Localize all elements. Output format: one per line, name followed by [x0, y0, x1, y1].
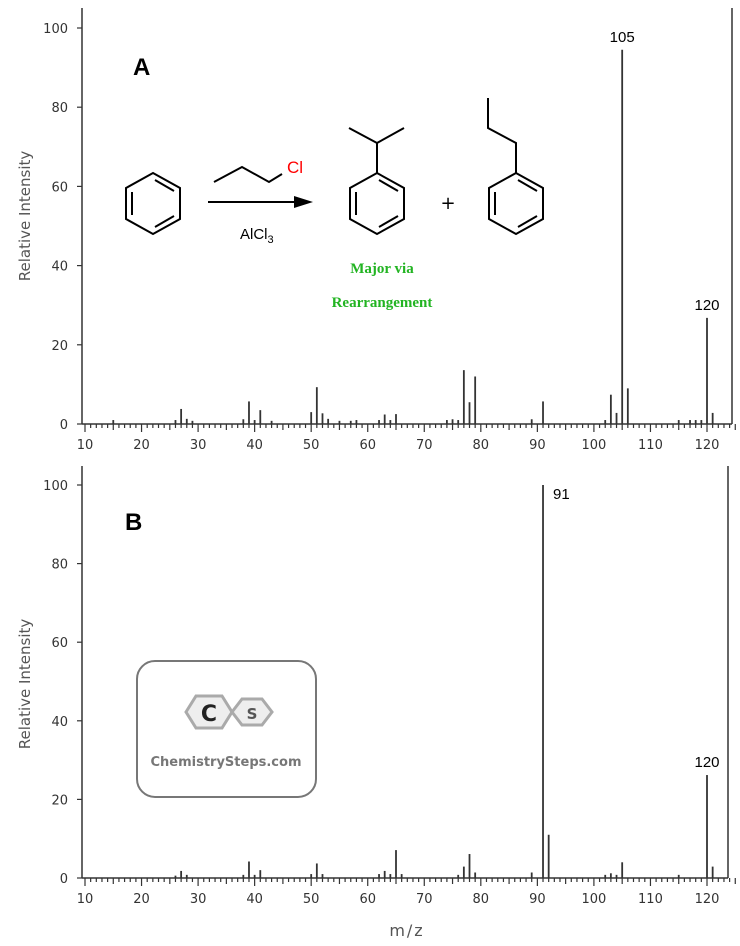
x-tick-label: 10 — [77, 892, 94, 907]
logo-letter-s: S — [247, 705, 258, 723]
x-tick-label: 100 — [581, 892, 606, 907]
peak-label-120: 120 — [694, 754, 719, 771]
y-tick-label: 40 — [51, 715, 68, 730]
chemistrysteps-logo: C S ChemistrySteps.com — [136, 660, 317, 798]
x-tick-label: 10 — [77, 438, 94, 453]
panel-b-label: B — [125, 509, 142, 536]
x-tick-label: 120 — [695, 438, 720, 453]
y-tick-label: 0 — [60, 418, 68, 433]
reaction-arrow — [208, 196, 313, 208]
benzene-structure — [125, 171, 181, 236]
y-tick-label: 100 — [43, 479, 68, 494]
x-tick-label: 50 — [303, 438, 320, 453]
x-tick-label: 20 — [133, 892, 150, 907]
x-tick-label: 70 — [416, 892, 433, 907]
peak-label-91: 91 — [553, 486, 570, 503]
x-tick-label: 20 — [133, 438, 150, 453]
major-product-note-line2: Rearrangement — [332, 295, 433, 311]
x-tick-label: 80 — [473, 892, 490, 907]
x-tick-label: 30 — [190, 438, 207, 453]
x-tick-label: 30 — [190, 892, 207, 907]
x-tick-label: 120 — [695, 892, 720, 907]
logo-text: ChemistrySteps.com — [150, 755, 301, 770]
major-product-note-line1: Major via — [350, 261, 414, 277]
y-tick-label: 60 — [51, 180, 68, 195]
y-tick-label: 20 — [51, 793, 68, 808]
x-tick-label: 90 — [529, 438, 546, 453]
y-tick-label: 80 — [51, 558, 68, 573]
y-axis-label: Relative Intensity — [16, 151, 34, 282]
panel-a-label: A — [133, 54, 150, 81]
y-tick-label: 80 — [51, 101, 68, 116]
y-tick-label: 60 — [51, 636, 68, 651]
x-tick-label: 60 — [359, 892, 376, 907]
x-tick-label: 110 — [638, 438, 663, 453]
y-axis-label: Relative Intensity — [16, 619, 34, 750]
x-tick-label: 70 — [416, 438, 433, 453]
logo-letter-c: C — [201, 702, 217, 727]
chlorine-atom: Cl — [287, 158, 303, 177]
peak-label-120: 120 — [694, 297, 719, 314]
propylbenzene-structure — [487, 98, 544, 236]
x-tick-label: 110 — [638, 892, 663, 907]
x-tick-label: 50 — [303, 892, 320, 907]
x-tick-label: 90 — [529, 892, 546, 907]
propyl-chloride-structure: Cl — [213, 158, 303, 184]
plus-sign: + — [440, 193, 455, 214]
catalyst-label: AlCl3 — [240, 226, 274, 246]
x-tick-label: 80 — [473, 438, 490, 453]
x-tick-label: 100 — [581, 438, 606, 453]
x-tick-label: 40 — [246, 438, 263, 453]
panel-b: 10 20 30 40 50 60 70 80 90 100 110 120 0 20 40 60 80 100 R… — [16, 466, 736, 907]
y-tick-label: 20 — [51, 339, 68, 354]
reaction-scheme: Cl AlCl3 + Major via Rearrangement — [125, 98, 544, 311]
peak-label-105: 105 — [610, 29, 635, 46]
y-tick-label: 0 — [60, 872, 68, 887]
x-tick-label: 40 — [246, 892, 263, 907]
x-tick-label: 60 — [359, 438, 376, 453]
y-tick-label: 40 — [51, 260, 68, 275]
y-tick-label: 100 — [43, 22, 68, 37]
x-axis-label: m/z — [389, 921, 424, 940]
panel-a: 10 20 30 40 50 60 70 80 90 100 110 120 0 20 40 60 80 100 R… — [16, 8, 736, 453]
isopropylbenzene-structure — [348, 127, 405, 236]
